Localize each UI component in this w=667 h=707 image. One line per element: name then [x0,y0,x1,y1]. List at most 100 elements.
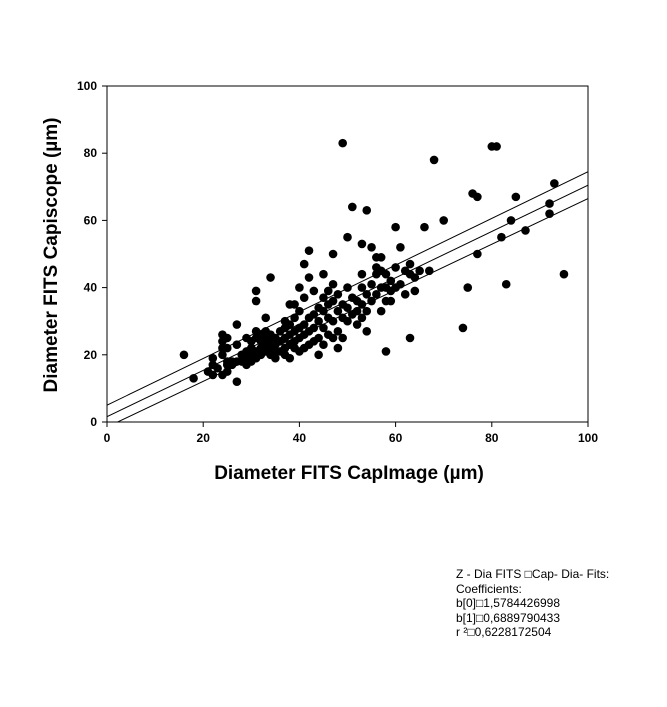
x-tick-label: 20 [197,431,211,445]
data-point [314,350,323,360]
y-axis-label: Diameter FITS Capiscope (µm) [41,118,62,393]
data-point [232,320,242,329]
data-point [415,266,424,276]
data-point [405,259,415,269]
y-tick-label: 20 [84,348,98,362]
data-point [343,303,352,313]
x-tick-label: 0 [104,431,111,445]
data-point [545,209,554,218]
data-point [463,283,473,292]
data-point [352,306,362,316]
data-point [410,273,420,282]
data-points [179,138,569,386]
data-point [222,367,232,376]
data-point [213,363,222,373]
data-point [439,216,449,225]
data-point [367,279,376,289]
data-point [362,326,372,336]
data-point [304,273,314,282]
data-point [338,333,347,343]
data-point [381,347,391,356]
data-point [319,306,328,316]
data-point [429,155,439,165]
data-point [328,333,338,343]
data-point [501,279,511,289]
data-point [338,138,347,148]
data-point [299,320,309,329]
data-point [343,316,352,326]
data-point [319,269,328,279]
data-point [381,269,391,279]
data-point [208,370,218,380]
data-point [391,222,400,232]
data-point [319,293,328,302]
data-point [232,377,242,386]
data-point [352,320,362,329]
stats-coefficients-label: Coefficients: [456,581,522,596]
data-point [333,326,343,336]
data-point [323,286,333,296]
data-point [410,286,420,296]
data-point [189,374,198,383]
data-point [232,340,242,350]
data-point [372,290,381,299]
data-point [545,199,554,208]
data-point [314,316,323,326]
y-tick-label: 0 [90,415,97,429]
data-point [299,293,309,302]
data-point [348,202,357,212]
axes: 00 20 20 40 40 60 60 80 80 100 100 [77,79,598,445]
regression-lines [107,171,588,422]
data-point [290,313,299,323]
data-point [314,333,323,343]
data-point [208,353,218,363]
x-tick-label: 40 [293,431,307,445]
data-point [367,242,376,252]
data-point [304,246,314,255]
data-point [357,239,367,249]
data-point [333,306,343,316]
data-point [367,296,376,306]
stats-b1: b[1]□0,6889790433 [456,610,561,625]
data-point [295,306,304,316]
data-point [271,353,280,363]
data-point [511,192,521,202]
data-point [251,296,261,306]
data-point [357,283,367,292]
data-point [218,350,227,360]
data-point [357,300,367,309]
data-point [458,323,468,333]
data-point [473,192,482,202]
regression-line-lower-ci [116,198,588,422]
data-point [506,216,516,225]
data-point [343,232,352,242]
data-point [473,249,482,259]
data-point [328,316,338,326]
x-tick-label: 100 [578,431,598,445]
data-point [420,222,429,232]
stats-title: Z - Dia FITS □Cap- Dia- Fits: [456,567,610,581]
data-point [343,283,352,292]
stats-b0: b[0]□1,5784426998 [456,596,561,610]
data-point [309,310,319,319]
data-point [285,320,295,329]
x-tick-label: 80 [485,431,499,445]
data-point [405,333,415,343]
data-point [362,290,372,299]
y-tick-label: 80 [84,146,98,160]
data-point [333,343,343,353]
data-point [391,263,400,272]
data-point [309,286,319,296]
data-point [362,306,372,316]
y-tick-label: 60 [84,213,98,227]
data-point [400,290,410,299]
data-point [328,279,338,289]
y-tick-label: 40 [84,281,98,295]
data-point [319,323,328,333]
data-point [266,273,275,282]
data-point [386,276,396,286]
data-point [328,249,338,259]
data-point [559,269,569,279]
data-point [424,266,434,276]
